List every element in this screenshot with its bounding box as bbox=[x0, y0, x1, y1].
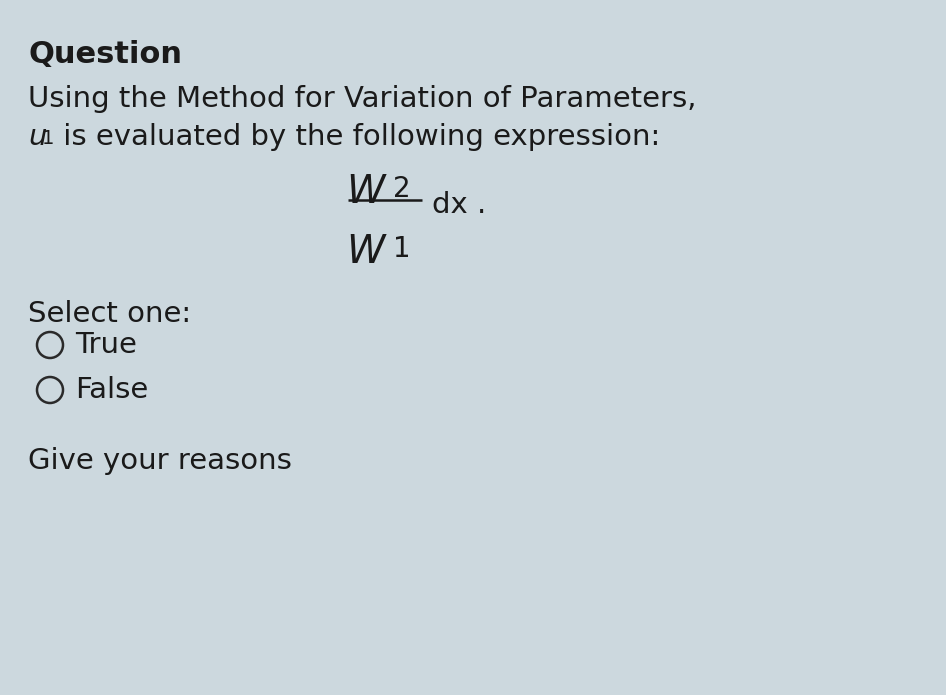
Text: W: W bbox=[346, 173, 385, 211]
Text: 2: 2 bbox=[393, 175, 411, 203]
Text: Give your reasons: Give your reasons bbox=[28, 447, 292, 475]
Text: Select one:: Select one: bbox=[28, 300, 191, 328]
Text: Using the Method for Variation of Parameters,: Using the Method for Variation of Parame… bbox=[28, 85, 696, 113]
Text: Question: Question bbox=[28, 40, 182, 69]
Text: False: False bbox=[75, 376, 149, 404]
Text: True: True bbox=[75, 331, 137, 359]
Text: 1: 1 bbox=[42, 129, 54, 148]
Text: is evaluated by the following expression:: is evaluated by the following expression… bbox=[54, 123, 660, 151]
Text: 1: 1 bbox=[393, 235, 411, 263]
Text: dx .: dx . bbox=[432, 191, 486, 219]
Text: u: u bbox=[28, 123, 46, 151]
Text: W: W bbox=[346, 233, 385, 271]
